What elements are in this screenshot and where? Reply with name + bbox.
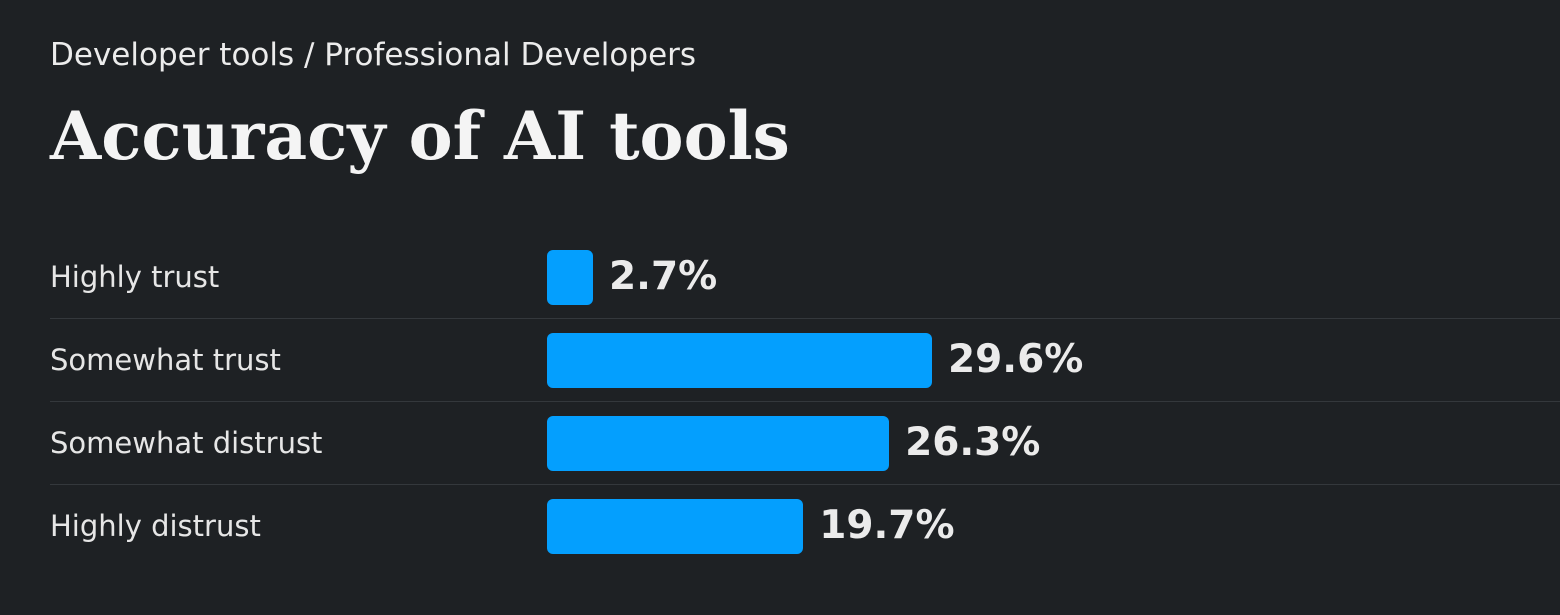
data-label: 29.6% (948, 337, 1084, 382)
row-divider (50, 401, 1560, 402)
chart-row: Somewhat distrust 26.3% (0, 402, 1560, 485)
breadcrumb: Developer tools / Professional Developer… (50, 37, 697, 73)
page-title: Accuracy of AI tools (50, 97, 790, 175)
chart-row: Highly trust 2.7% (0, 236, 1560, 319)
category-label: Highly distrust (50, 509, 261, 543)
data-label: 2.7% (609, 254, 718, 299)
data-label: 26.3% (905, 420, 1041, 465)
row-divider (50, 484, 1560, 485)
bar (547, 250, 593, 305)
bar (547, 416, 890, 471)
data-label: 19.7% (819, 503, 955, 548)
bar (547, 333, 932, 388)
chart-row: Somewhat trust 29.6% (0, 319, 1560, 402)
chart-row: Highly distrust 19.7% (0, 485, 1560, 568)
row-divider (50, 318, 1560, 319)
category-label: Highly trust (50, 260, 220, 294)
category-label: Somewhat trust (50, 343, 281, 377)
category-label: Somewhat distrust (50, 426, 323, 460)
bar (547, 499, 804, 554)
bar-chart: Highly trust 2.7% Somewhat trust 29.6% Somew… (0, 236, 1560, 568)
